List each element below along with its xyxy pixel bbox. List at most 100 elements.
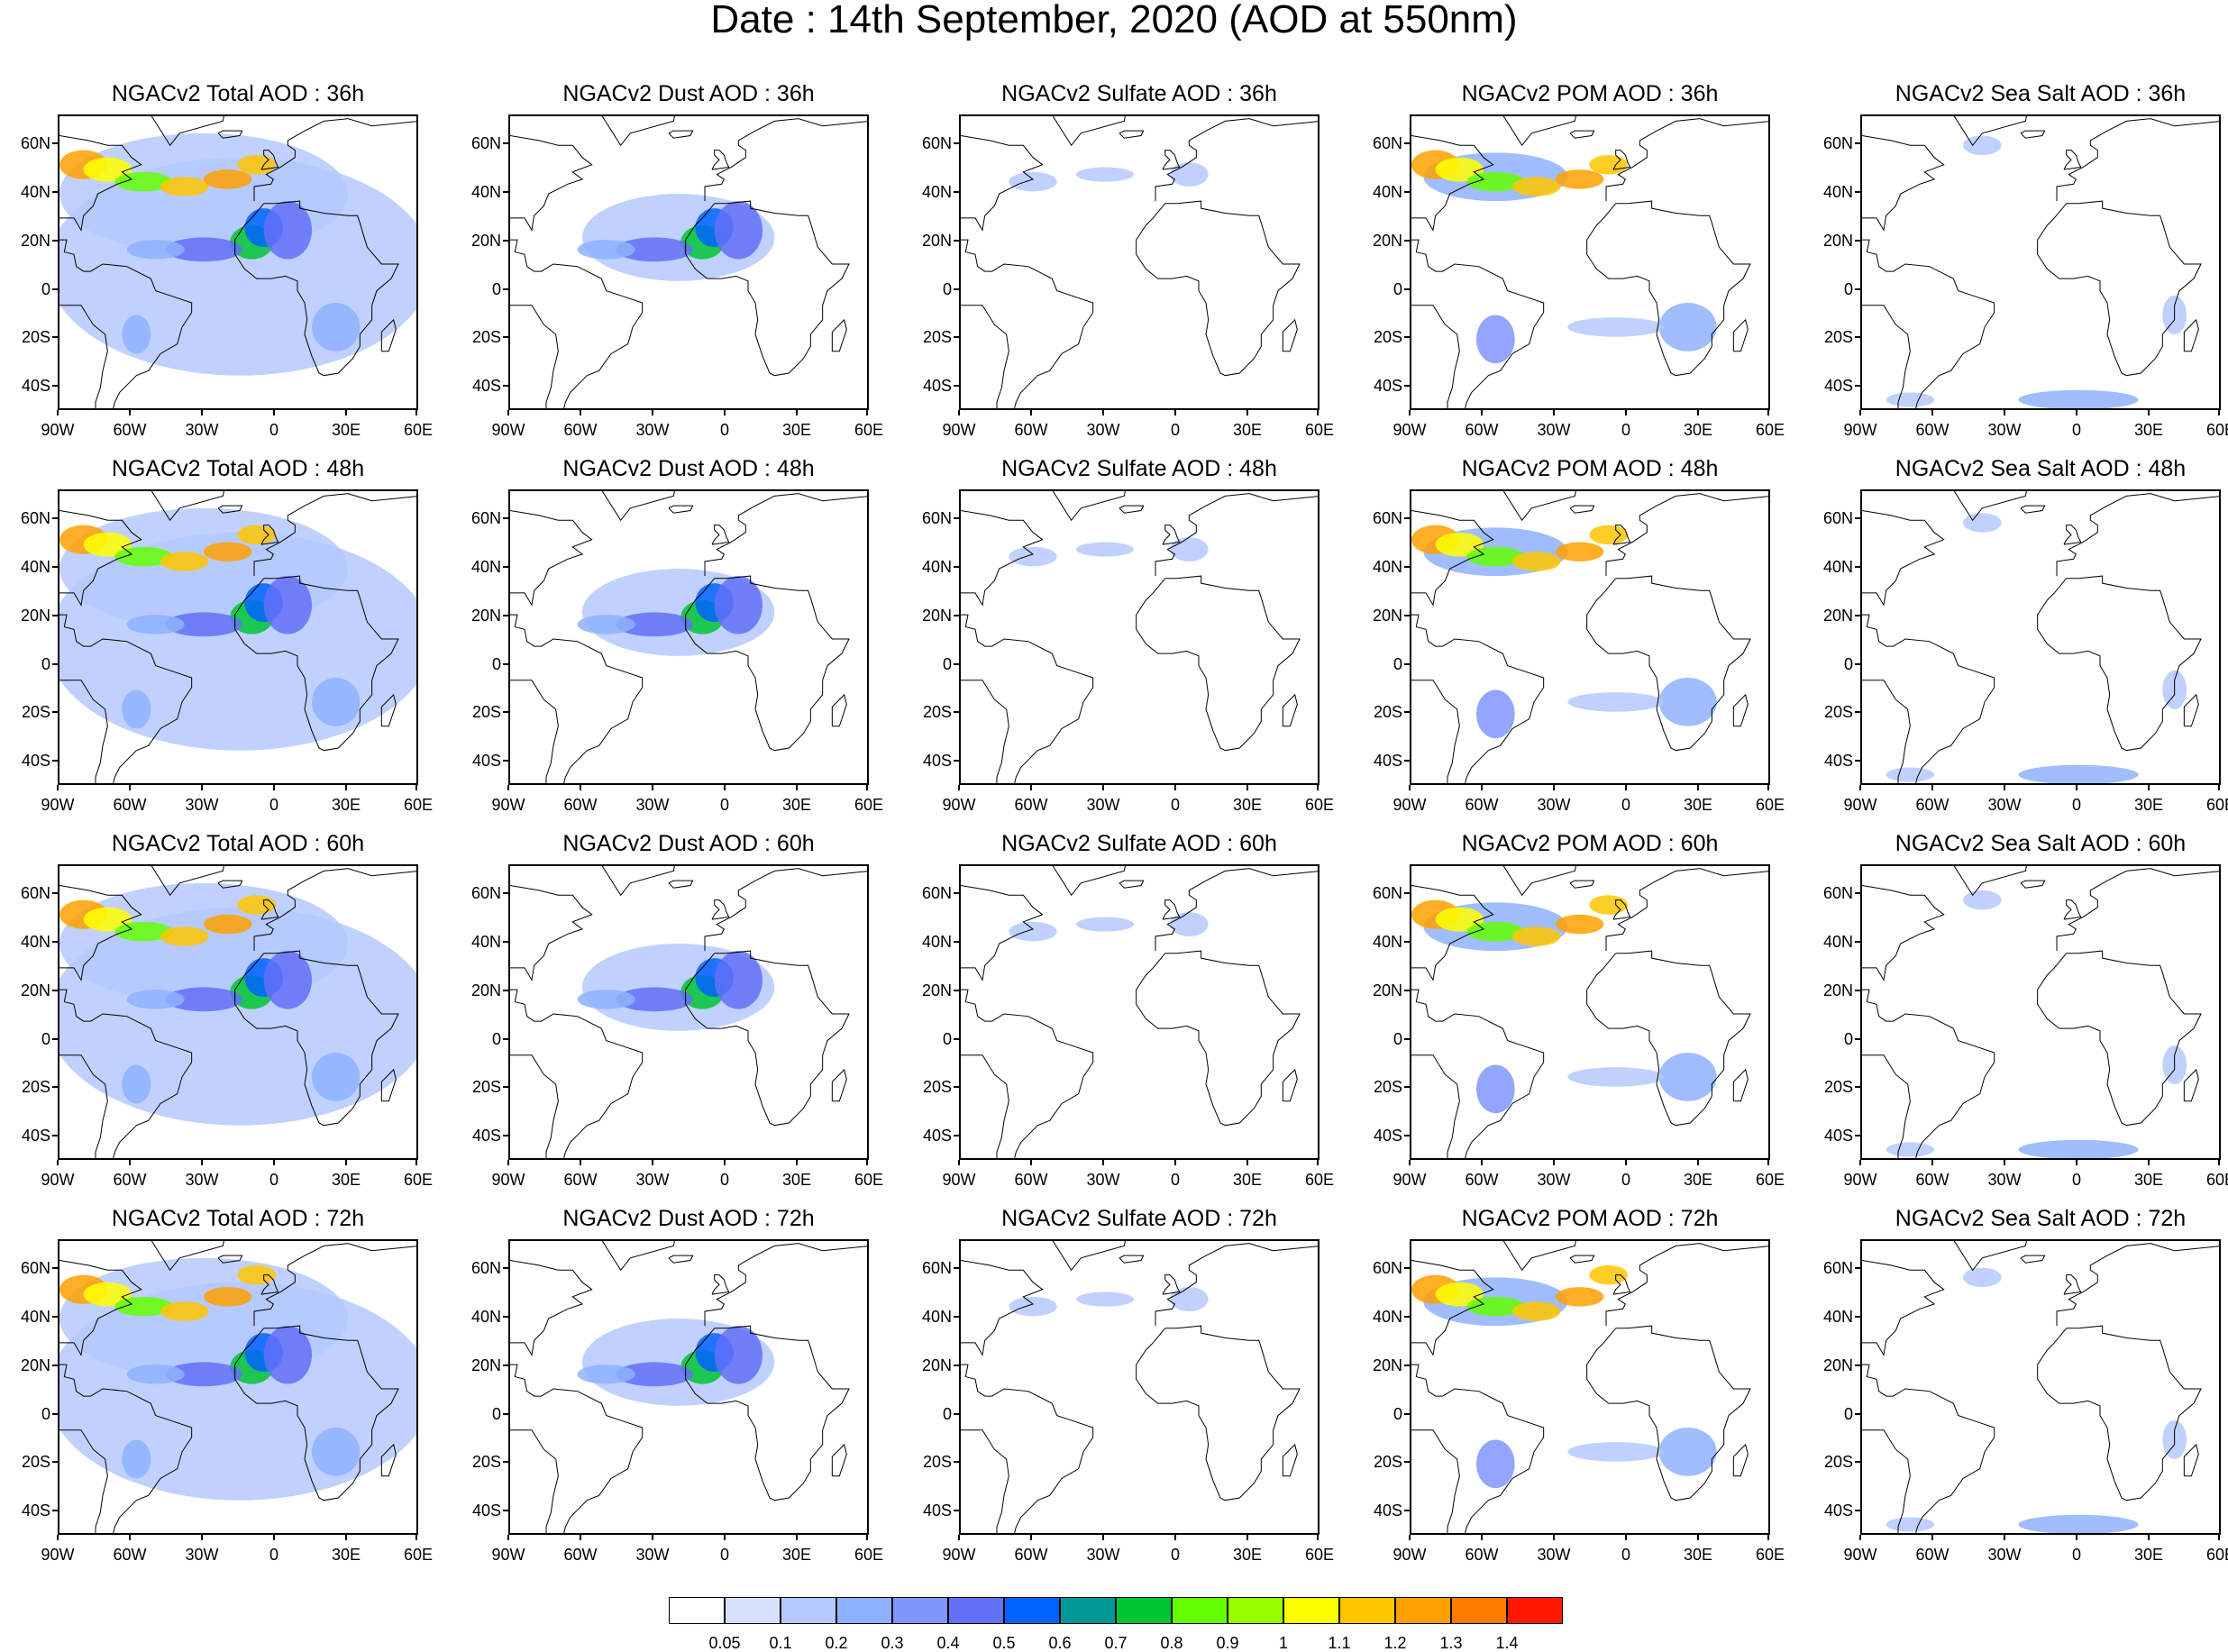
coastline — [1502, 491, 1576, 522]
coastline — [1569, 130, 1595, 139]
coastline — [234, 1325, 399, 1501]
lon-tick — [2004, 1160, 2005, 1165]
coastline — [260, 150, 279, 170]
lon-tick-label: 60E — [1755, 1546, 1785, 1564]
lat-tick — [1855, 989, 1860, 991]
map-panel-total-36h: NGACv2 Total AOD : 36h 60N 40N 20N 0 20S 40S 90… — [5, 81, 456, 456]
lon-tick — [1931, 1535, 1933, 1540]
aod-plume — [1466, 171, 1525, 192]
coastline — [510, 239, 644, 408]
aod-plume — [1435, 532, 1484, 557]
coastline — [1862, 614, 1995, 783]
lon-tick — [652, 1160, 653, 1165]
lon-tick-label: 60W — [1014, 421, 1048, 439]
lat-tick — [1404, 1316, 1410, 1319]
coastline — [601, 116, 675, 147]
lat-tick — [503, 760, 508, 762]
coastline — [1732, 693, 1749, 727]
aod-plume — [204, 914, 252, 935]
aod-plume — [1076, 1291, 1134, 1307]
colorbar-bin — [1060, 1597, 1116, 1624]
coastline — [1411, 135, 1494, 232]
aod-map — [508, 489, 869, 785]
lat-tick — [1855, 385, 1860, 388]
aod-plume — [1512, 926, 1561, 946]
lat-tick-label: 0 — [1843, 1029, 1853, 1048]
lat-tick — [1855, 566, 1860, 569]
lon-tick-label: 60E — [2205, 796, 2228, 814]
lat-tick — [503, 517, 508, 520]
aod-map — [1860, 864, 2221, 1160]
coastline — [510, 135, 593, 232]
lon-tick-label: 30E — [1683, 796, 1713, 814]
lon-tick — [958, 410, 960, 415]
lat-tick — [503, 1086, 508, 1089]
lat-tick-label: 20S — [1373, 1453, 1402, 1472]
lon-tick — [1409, 1535, 1411, 1540]
aod-plume — [312, 1053, 361, 1101]
lat-tick — [1404, 1461, 1410, 1464]
aod-plume — [1567, 1067, 1664, 1087]
panel-title: NGACv2 Sea Salt AOD : 72h — [1895, 1206, 2187, 1231]
lon-tick-label: 30E — [1232, 421, 1263, 439]
lat-tick-label: 20N — [921, 606, 952, 625]
coastline — [1612, 525, 1631, 545]
coastline — [685, 575, 850, 752]
colorbar-bin — [1004, 1597, 1060, 1624]
lat-tick — [954, 989, 959, 991]
coastline — [1119, 505, 1145, 514]
aod-plume — [1556, 542, 1604, 561]
coastline — [1136, 575, 1301, 752]
lat-tick — [503, 336, 508, 339]
colorbar-label: 0.8 — [1160, 1634, 1183, 1652]
coastline — [234, 950, 399, 1127]
aod-map — [1410, 1239, 1770, 1535]
lon-tick — [415, 1160, 417, 1165]
lon-tick-label: 0 — [1170, 1546, 1180, 1564]
lon-tick — [129, 410, 131, 415]
lon-tick-label: 60W — [1014, 796, 1048, 814]
lon-tick-label: 30W — [635, 796, 670, 814]
lon-tick — [415, 785, 417, 790]
lon-tick — [1767, 410, 1769, 415]
coastline — [510, 680, 559, 783]
lon-tick — [201, 410, 203, 415]
panel-title: NGACv2 Dust AOD : 48h — [562, 456, 815, 481]
lat-tick-label: 20S — [1823, 328, 1853, 347]
lon-tick — [273, 1160, 275, 1165]
coastline — [1162, 1274, 1181, 1295]
aod-plume — [126, 1364, 185, 1384]
lon-tick — [273, 1535, 275, 1540]
lat-tick — [1855, 1316, 1860, 1319]
lon-tick-label: 90W — [491, 1171, 525, 1189]
coastline — [1411, 305, 1460, 408]
coastline — [711, 525, 730, 545]
lat-tick — [1404, 517, 1410, 520]
coastline — [2063, 525, 2082, 545]
lat-tick-label: 60N — [921, 1259, 952, 1278]
coastline — [831, 318, 847, 352]
panel-title: NGACv2 Dust AOD : 60h — [562, 831, 815, 856]
lon-tick-label: 30W — [635, 1546, 670, 1564]
lat-tick — [52, 1412, 58, 1415]
lat-tick — [954, 1267, 959, 1270]
lon-tick — [1030, 785, 1032, 790]
aod-plume — [160, 1301, 209, 1321]
colorbar-bin — [725, 1597, 781, 1624]
lat-tick — [1855, 1461, 1860, 1464]
lat-tick — [52, 989, 58, 991]
coastline — [1862, 1364, 1995, 1533]
lon-tick — [2148, 785, 2150, 790]
aod-plume — [114, 546, 173, 567]
panel-title: NGACv2 Total AOD : 48h — [111, 456, 365, 481]
lon-tick-label: 90W — [1392, 1546, 1427, 1564]
coastline — [1162, 899, 1181, 920]
lat-tick-label: 0 — [942, 654, 952, 673]
aod-plume — [714, 201, 762, 260]
coastline — [253, 493, 416, 577]
coastline — [1586, 575, 1751, 752]
lon-tick — [2148, 410, 2150, 415]
lat-tick-label: 40N — [921, 1308, 952, 1327]
lat-tick-label: 0 — [1843, 1404, 1853, 1423]
aod-plume — [126, 615, 185, 634]
